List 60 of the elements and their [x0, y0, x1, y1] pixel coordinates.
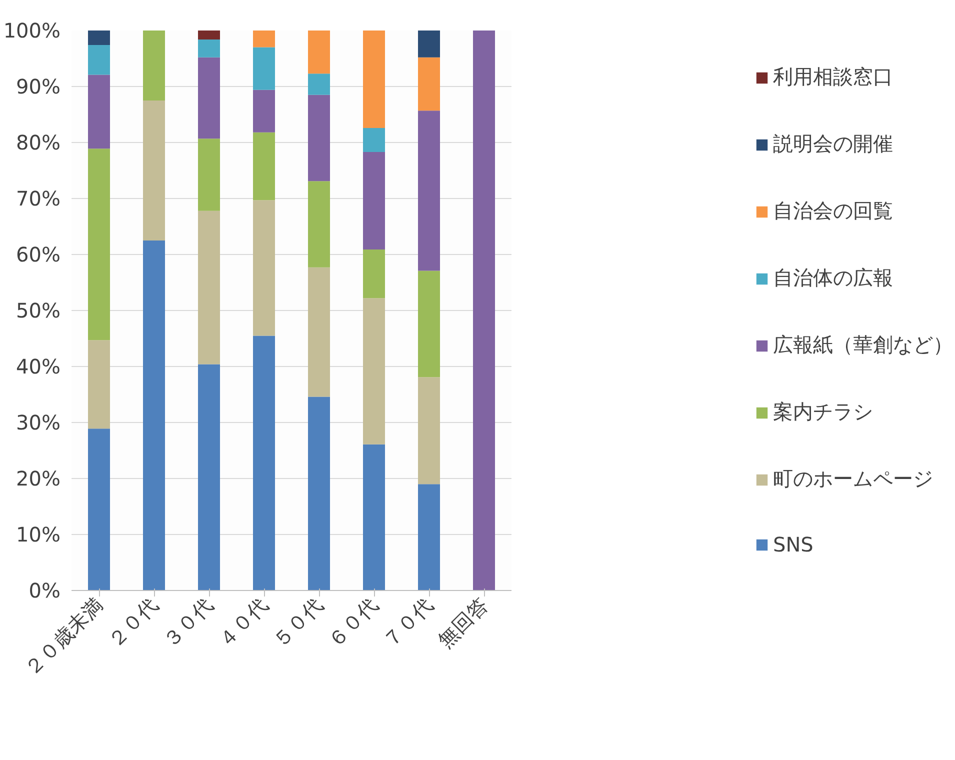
- bar: [198, 57, 220, 139]
- bar: [88, 74, 110, 149]
- legend-label: 町のホームページ: [773, 466, 933, 492]
- bar: [88, 45, 110, 75]
- bar: [253, 200, 275, 336]
- bar: [363, 298, 385, 444]
- bar: [363, 128, 385, 152]
- bar: [253, 30, 275, 48]
- bar: [143, 100, 165, 240]
- y-tick-label: 60%: [16, 242, 60, 266]
- y-tick-label: 0%: [28, 578, 61, 602]
- bar: [418, 30, 440, 58]
- bar: [308, 396, 330, 590]
- bar: [198, 138, 220, 211]
- bar: [88, 148, 110, 340]
- bar: [198, 364, 220, 590]
- bar: [363, 152, 385, 250]
- bar: [418, 110, 440, 271]
- bar: [253, 90, 275, 132]
- bar: [253, 132, 275, 200]
- bar: [253, 336, 275, 590]
- legend-label: 説明会の開催: [773, 130, 893, 158]
- bar: [308, 181, 330, 268]
- legend-label: 利用相談窓口: [773, 64, 893, 90]
- bar: [418, 57, 440, 111]
- legend-label: SNS: [773, 532, 814, 556]
- bar: [363, 30, 385, 128]
- bar: [88, 30, 110, 46]
- bar: [418, 270, 440, 378]
- legend-label: 案内チラシ: [773, 398, 873, 426]
- bar: [418, 377, 440, 484]
- bar: [143, 240, 165, 590]
- y-tick-label: 40%: [16, 354, 60, 378]
- bar: [308, 94, 330, 182]
- y-tick-label: 100%: [3, 18, 61, 42]
- bar: [143, 30, 165, 100]
- bar: [198, 30, 220, 40]
- bar: [88, 428, 110, 590]
- x-tick-label: ２０代: [103, 593, 162, 652]
- bar: [253, 47, 275, 90]
- y-tick-label: 20%: [16, 466, 60, 490]
- bar: [198, 210, 220, 364]
- legend-label: 自治体の広報: [773, 264, 893, 292]
- bar: [418, 484, 440, 590]
- bar: [363, 249, 385, 298]
- bar: [308, 74, 330, 95]
- y-tick-label: 30%: [16, 410, 60, 434]
- bar: [88, 340, 110, 429]
- bar: [473, 30, 495, 590]
- bar: [363, 444, 385, 590]
- legend-label: 広報紙（華創など）: [773, 332, 953, 358]
- bar: [308, 30, 330, 74]
- y-tick-label: 70%: [16, 186, 60, 210]
- bar: [308, 267, 330, 397]
- y-tick-label: 80%: [16, 130, 60, 154]
- bar: [198, 39, 220, 58]
- y-tick-label: 90%: [16, 74, 60, 98]
- y-tick-label: 10%: [16, 522, 60, 546]
- y-tick-label: 50%: [16, 298, 60, 322]
- legend-label: 自治会の回覧: [773, 198, 893, 224]
